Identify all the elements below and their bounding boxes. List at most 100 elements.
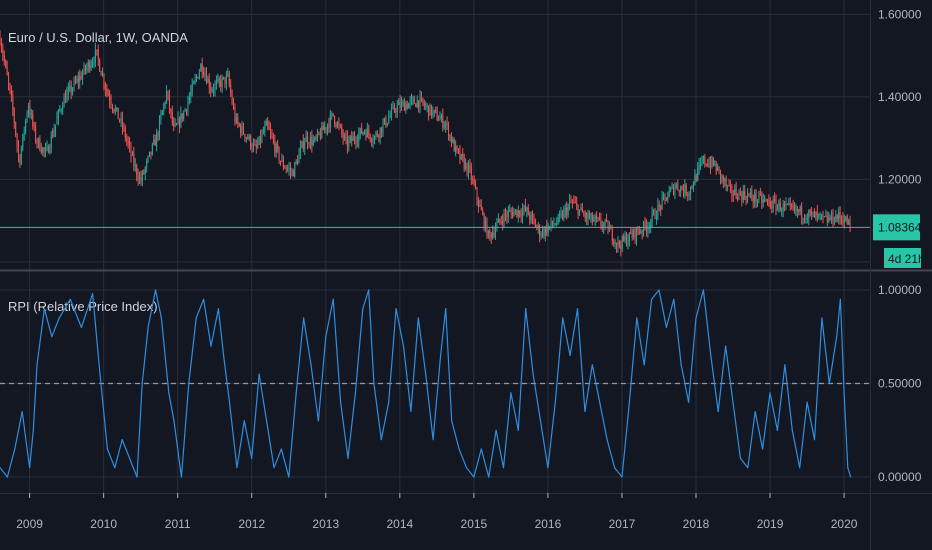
candle-body	[15, 122, 17, 135]
candle-body	[744, 191, 746, 198]
candle-body	[500, 221, 502, 223]
candle-body	[526, 207, 528, 211]
candle-body	[774, 199, 776, 201]
rpi-point	[621, 476, 623, 478]
candle-body	[332, 113, 334, 116]
candle-body	[324, 127, 326, 131]
rpi-point	[439, 354, 442, 357]
candle-body	[314, 137, 316, 141]
candle-body	[415, 103, 417, 107]
rpi-point	[799, 467, 801, 469]
candle-body	[73, 80, 75, 89]
candle-body	[12, 97, 14, 110]
candle-body	[100, 71, 102, 76]
candle-body	[33, 124, 35, 127]
candle-body	[449, 134, 451, 138]
rpi-point	[613, 467, 616, 469]
candle-body	[134, 165, 136, 167]
candle-body	[561, 213, 563, 219]
candle-body	[657, 204, 659, 218]
x-tick-label: 2017	[609, 517, 636, 531]
candle-body	[539, 225, 541, 237]
candle-body	[828, 217, 830, 223]
candle-body	[670, 188, 672, 191]
rpi-point	[43, 308, 46, 310]
candle-body	[573, 201, 575, 203]
candle-body	[519, 210, 521, 215]
candle-body	[420, 96, 422, 99]
candle-body	[262, 132, 264, 134]
candle-body	[50, 134, 52, 149]
candle-body	[349, 136, 351, 140]
candle-body	[36, 141, 38, 143]
candle-body	[523, 206, 525, 211]
rpi-point	[14, 448, 16, 450]
candle-body	[334, 115, 336, 124]
price-tick-label: 1.20000	[878, 172, 922, 186]
candle-body	[483, 214, 485, 228]
candle-body	[372, 141, 374, 143]
rpi-point	[502, 467, 505, 469]
candle-body	[765, 199, 767, 201]
candle-body	[389, 115, 391, 118]
candle-body	[637, 228, 639, 232]
candle-body	[459, 150, 461, 160]
candle-body	[348, 139, 350, 147]
candle-body	[757, 200, 759, 202]
candle-body	[798, 209, 800, 212]
rpi-point	[658, 289, 660, 291]
time-axis[interactable]: 2009 2010 2011 2012 2013 2014 2015 2016 2017 2018…	[16, 493, 858, 531]
candle-body	[170, 108, 172, 112]
rpi-point	[754, 410, 756, 413]
candle-body	[113, 108, 115, 112]
candle-body	[168, 95, 170, 109]
candle-body	[769, 201, 771, 207]
candle-body	[678, 189, 680, 193]
rpi-point	[6, 476, 9, 478]
price-axis[interactable]: 1.60000 1.40000 1.20000 1.00000 0.50000 0.000…	[878, 7, 922, 484]
candle-body	[677, 184, 679, 190]
rpi-point	[791, 429, 793, 431]
candle-body	[570, 201, 572, 203]
candle-body	[684, 184, 686, 194]
candle-body	[607, 220, 609, 232]
candle-body	[130, 145, 132, 156]
candle-body	[620, 245, 622, 250]
candle-body	[291, 170, 293, 172]
candle-body	[529, 215, 531, 220]
candle-body	[147, 156, 149, 161]
candle-body	[80, 75, 82, 80]
candle-body	[821, 214, 823, 216]
candle-body	[60, 109, 62, 111]
candle-body	[67, 88, 69, 94]
candle-body	[120, 117, 122, 122]
rpi-point	[258, 373, 260, 375]
candle-body	[794, 205, 796, 209]
rpi-pane[interactable]: RPI (Relative Price Index)	[0, 289, 870, 478]
candle-body	[364, 131, 366, 133]
grid-layer	[0, 0, 870, 493]
candle-body	[608, 228, 610, 232]
candle-body	[778, 202, 780, 207]
rpi-point	[665, 326, 667, 328]
rpi-point	[168, 392, 170, 394]
candle-body	[613, 241, 615, 244]
candle-body	[274, 141, 276, 153]
candle-body	[393, 106, 395, 111]
candle-body	[826, 216, 828, 223]
rpi-point	[606, 439, 608, 441]
candle-body	[701, 162, 703, 164]
candle-body	[815, 212, 817, 218]
price-pane[interactable]: Euro / U.S. Dollar, 1W, OANDA	[0, 30, 870, 257]
rpi-point	[265, 420, 268, 422]
candle-body	[136, 165, 138, 176]
candle-body	[816, 212, 818, 215]
rpi-point	[725, 345, 727, 347]
candle-body	[163, 104, 165, 111]
candle-body	[379, 127, 381, 138]
rpi-point	[243, 420, 245, 422]
candle-body	[141, 172, 143, 182]
candle-body	[257, 144, 259, 148]
candle-body	[413, 98, 415, 104]
